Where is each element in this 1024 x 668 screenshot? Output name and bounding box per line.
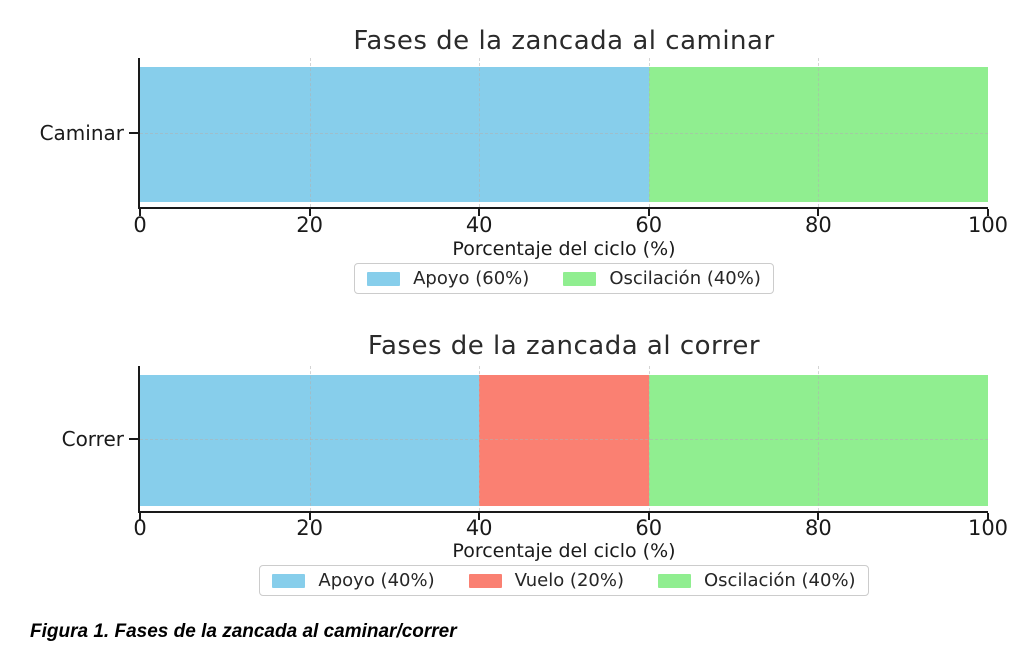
legend-swatch-vuelo: [468, 573, 502, 588]
legend-label-oscilacion: Oscilación (40%): [609, 268, 761, 289]
x-tick-labels: 0 20 40 60 80 100: [133, 213, 1008, 239]
legend-swatch-apoyo: [272, 573, 306, 588]
legend: Apoyo (60%) Oscilación (40%): [140, 263, 988, 294]
x-tick-label-60: 60: [635, 516, 663, 540]
y-tick-mark: [129, 437, 138, 440]
x-tick-label-0: 0: [133, 516, 147, 540]
bar-segment-apoyo: [140, 375, 480, 506]
legend-label-oscilacion: Oscilación (40%): [704, 570, 856, 591]
x-tick-mark-40: [478, 513, 481, 520]
x-tick-label-20: 20: [296, 213, 323, 237]
x-tick-mark-20: [308, 209, 311, 216]
x-tick-label-60: 60: [635, 213, 663, 237]
y-axis-category-label: Correr: [61, 426, 124, 451]
legend-label-vuelo: Vuelo (20%): [514, 570, 624, 591]
bar-segment-apoyo: [140, 67, 649, 202]
x-tick-mark-60: [647, 209, 650, 216]
bar-segment-oscilacion: [648, 375, 988, 506]
stacked-bar: [140, 375, 988, 506]
chart-title: Fases de la zancada al caminar: [353, 26, 775, 56]
x-tick-mark-20: [308, 513, 311, 520]
x-tick-label-80: 80: [805, 516, 832, 540]
x-tick-mark-60: [647, 513, 650, 520]
x-tick-label-0: 0: [133, 213, 147, 237]
x-tick-label-100: 100: [967, 516, 1009, 540]
bar-segment-oscilacion: [648, 67, 988, 202]
legend-swatch-apoyo: [367, 271, 401, 286]
x-tick-mark-80: [817, 513, 820, 520]
plot-area: Correr: [62, 366, 989, 520]
x-tick-label-40: 40: [465, 213, 493, 237]
chart-title: Fases de la zancada al correr: [367, 331, 761, 361]
bar-segment-vuelo: [479, 375, 649, 506]
x-tick-mark-0: [139, 513, 141, 520]
legend-item-apoyo: Apoyo (60%): [367, 268, 529, 289]
x-tick-mark-80: [817, 209, 820, 216]
stacked-bar: [140, 67, 988, 202]
legend-item-vuelo: Vuelo (20%): [468, 570, 624, 591]
x-tick-label-20: 20: [296, 516, 323, 540]
legend: Apoyo (40%) Vuelo (20%) Oscilación (40%): [140, 565, 988, 596]
x-axis-line: [138, 511, 988, 513]
x-tick-label-40: 40: [465, 516, 493, 540]
x-tick-mark-40: [478, 209, 481, 216]
x-tick-labels: 0 20 40 60 80 100: [133, 516, 1008, 542]
legend-label-apoyo: Apoyo (40%): [318, 570, 435, 591]
legend-item-oscilacion: Oscilación (40%): [563, 268, 761, 289]
y-axis-line: [138, 58, 140, 207]
x-axis-label: Porcentaje del ciclo (%): [452, 238, 676, 260]
legend-box: Apoyo (40%) Vuelo (20%) Oscilación (40%): [259, 565, 869, 596]
legend-swatch-oscilacion: [563, 271, 597, 286]
x-tick-label-80: 80: [805, 213, 832, 237]
x-tick-mark-0: [139, 209, 141, 216]
x-axis-line: [138, 207, 988, 209]
legend-box: Apoyo (60%) Oscilación (40%): [354, 263, 774, 294]
y-tick-mark: [129, 131, 138, 134]
x-tick-mark-100: [987, 209, 989, 216]
y-axis-line: [138, 366, 140, 511]
legend-swatch-oscilacion: [658, 573, 691, 588]
plot-area: Caminar: [40, 58, 989, 216]
legend-item-oscilacion: Oscilación (40%): [658, 570, 856, 591]
x-tick-mark-100: [987, 513, 989, 520]
figure-caption: Figura 1. Fases de la zancada al caminar…: [30, 621, 457, 642]
legend-label-apoyo: Apoyo (60%): [413, 268, 530, 289]
legend-item-apoyo: Apoyo (40%): [272, 570, 435, 591]
y-axis-category-label: Caminar: [39, 120, 124, 145]
x-tick-label-100: 100: [967, 213, 1009, 237]
x-axis-label: Porcentaje del ciclo (%): [452, 540, 676, 562]
